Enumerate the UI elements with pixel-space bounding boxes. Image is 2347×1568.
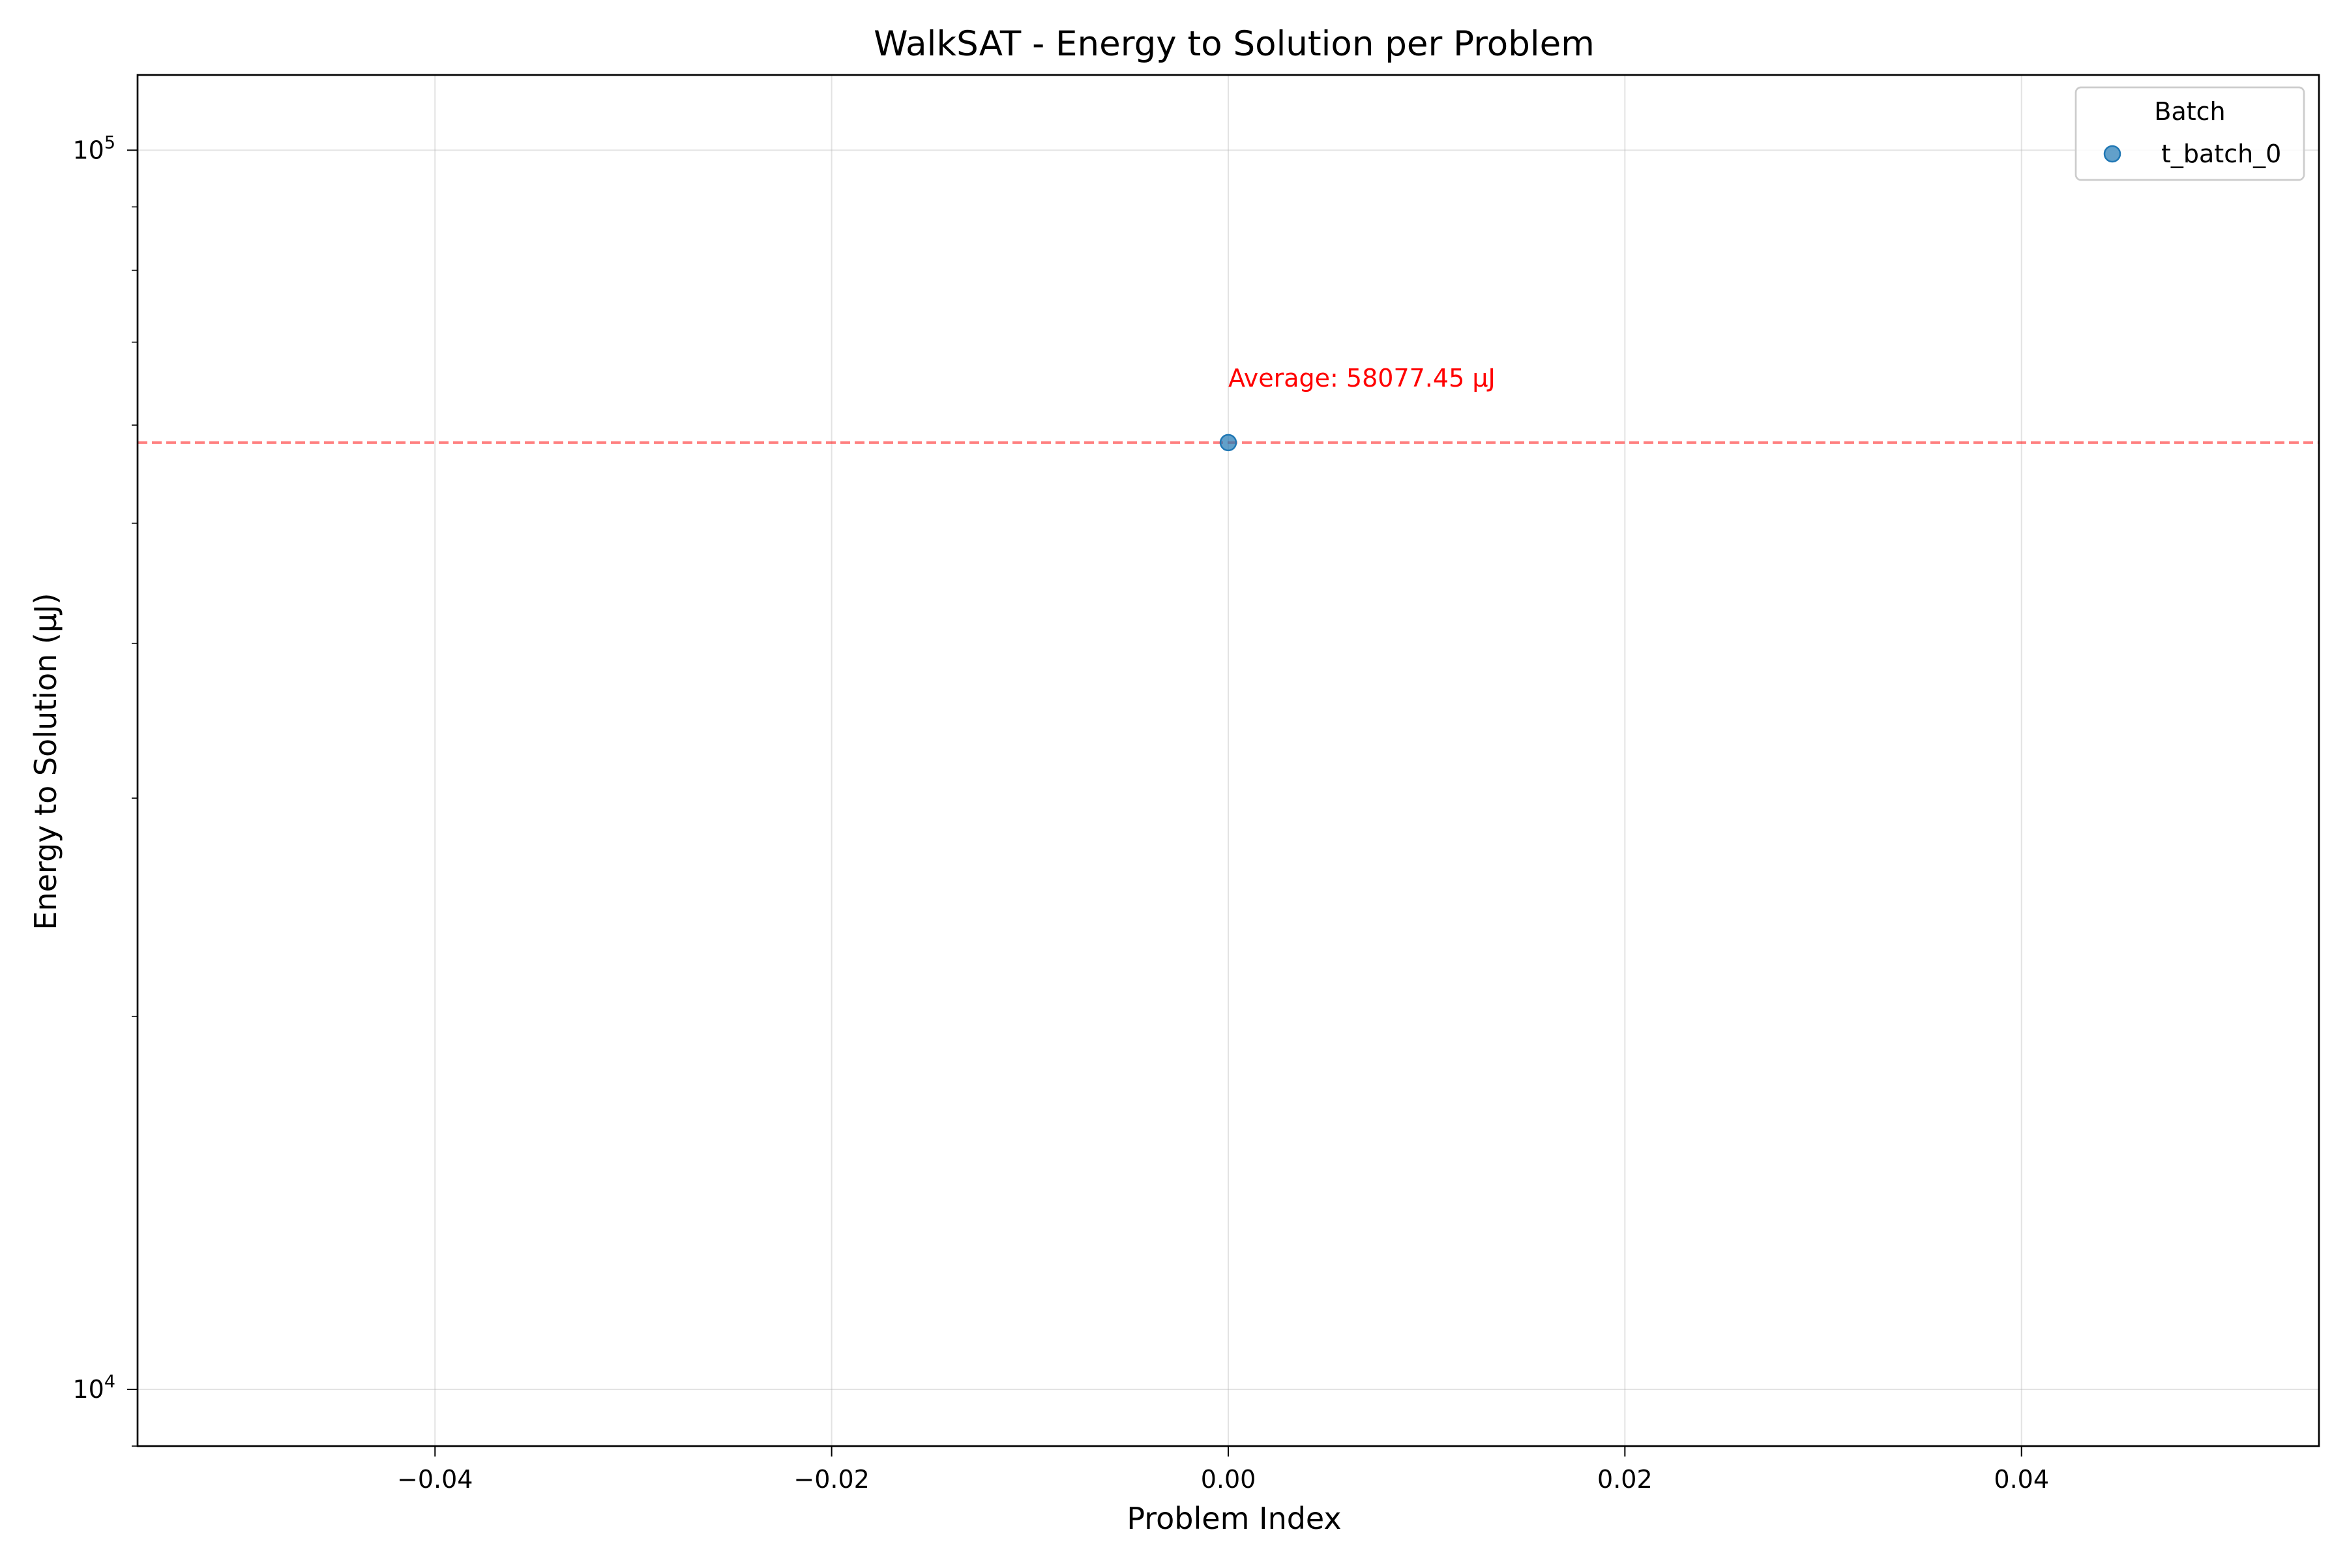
legend-title: Batch [2154, 97, 2225, 126]
y-tick-label: 104 [72, 1372, 115, 1404]
x-tick-label: 0.00 [1201, 1465, 1256, 1494]
chart-title: WalkSAT - Energy to Solution per Problem [874, 24, 1595, 64]
scatter-point [1219, 434, 1237, 452]
x-tick-label: 0.04 [1994, 1465, 2049, 1494]
x-tick-label: −0.04 [397, 1465, 473, 1494]
x-axis-label: Problem Index [1127, 1501, 1341, 1536]
legend-entry-label: t_batch_0 [2161, 140, 2281, 168]
legend: Batch t_batch_0 [2074, 86, 2305, 181]
x-tick-label: 0.02 [1597, 1465, 1653, 1494]
y-tick-label: 105 [72, 132, 115, 164]
y-axis-label: Energy to Solution (μJ) [28, 593, 63, 930]
average-annotation: Average: 58077.45 μJ [1228, 364, 1496, 392]
legend-marker [2103, 145, 2121, 163]
x-tick-label: −0.02 [793, 1465, 869, 1494]
legend-frame [2074, 86, 2305, 181]
